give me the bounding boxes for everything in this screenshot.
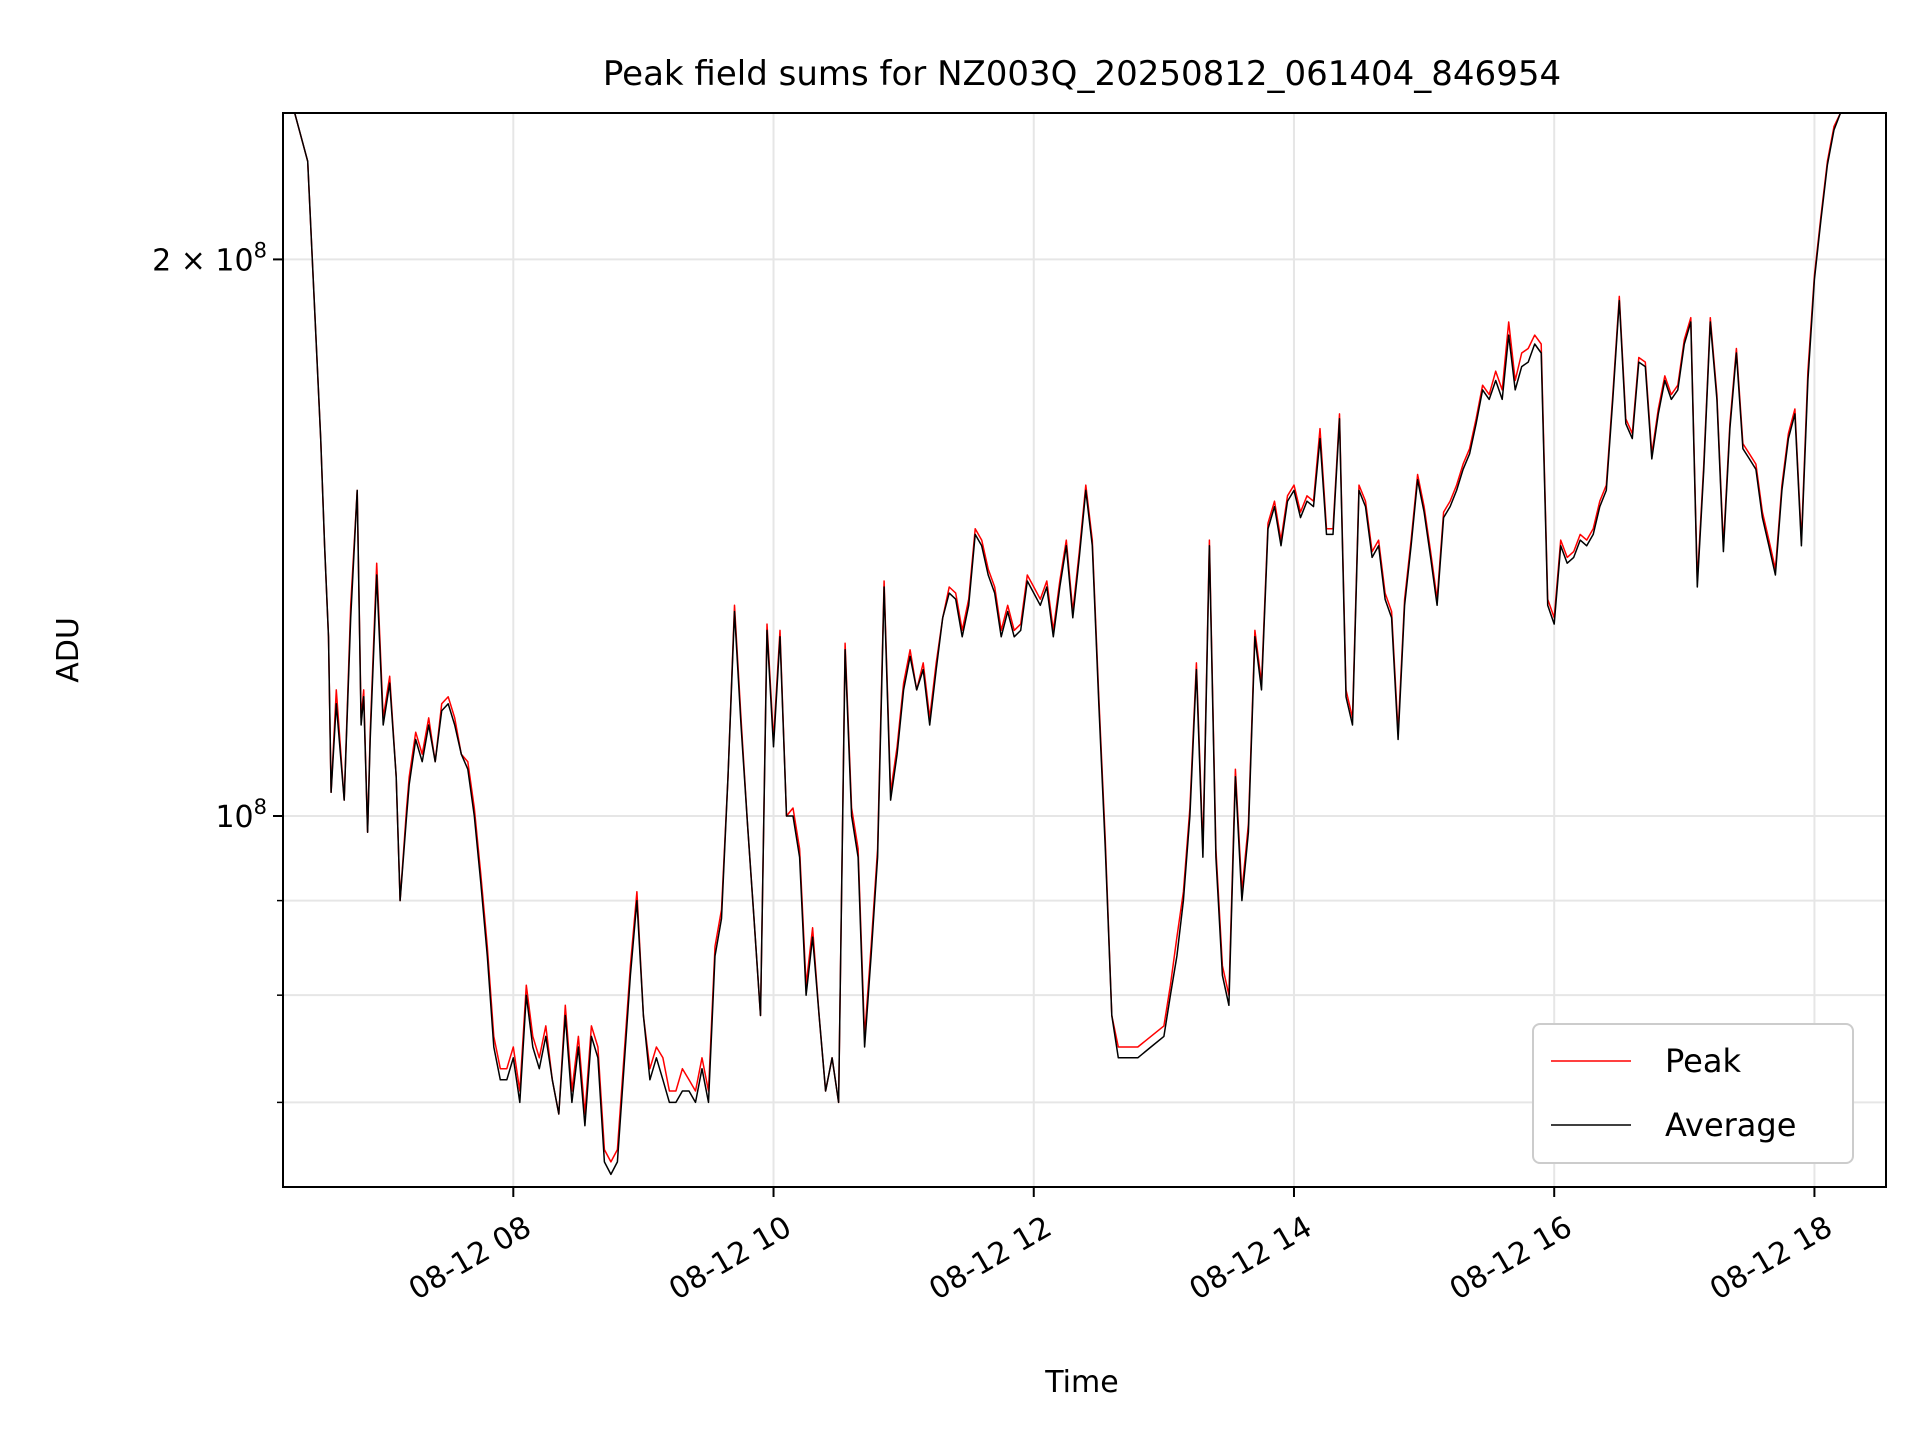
y-tick-label: 108 xyxy=(215,795,267,835)
series-peak-line xyxy=(283,113,1847,1163)
y-tick-label: 2 × 108 xyxy=(152,238,267,278)
series-average-line xyxy=(283,113,1847,1176)
legend-peak-label: Peak xyxy=(1665,1042,1741,1080)
grid xyxy=(283,113,1886,1187)
plot-frame xyxy=(282,112,1887,1188)
series-lines xyxy=(283,113,1847,1176)
x-axis-label: Time xyxy=(1044,1365,1118,1400)
legend-average-label: Average xyxy=(1665,1106,1796,1144)
y-axis-label: ADU xyxy=(51,617,86,683)
chart-title: Peak field sums for NZ003Q_20250812_0614… xyxy=(603,54,1561,94)
y-axis: 108 2 × 108 xyxy=(152,238,283,1104)
legend-box xyxy=(1532,1023,1854,1164)
legend: Peak Average xyxy=(1532,1023,1854,1164)
